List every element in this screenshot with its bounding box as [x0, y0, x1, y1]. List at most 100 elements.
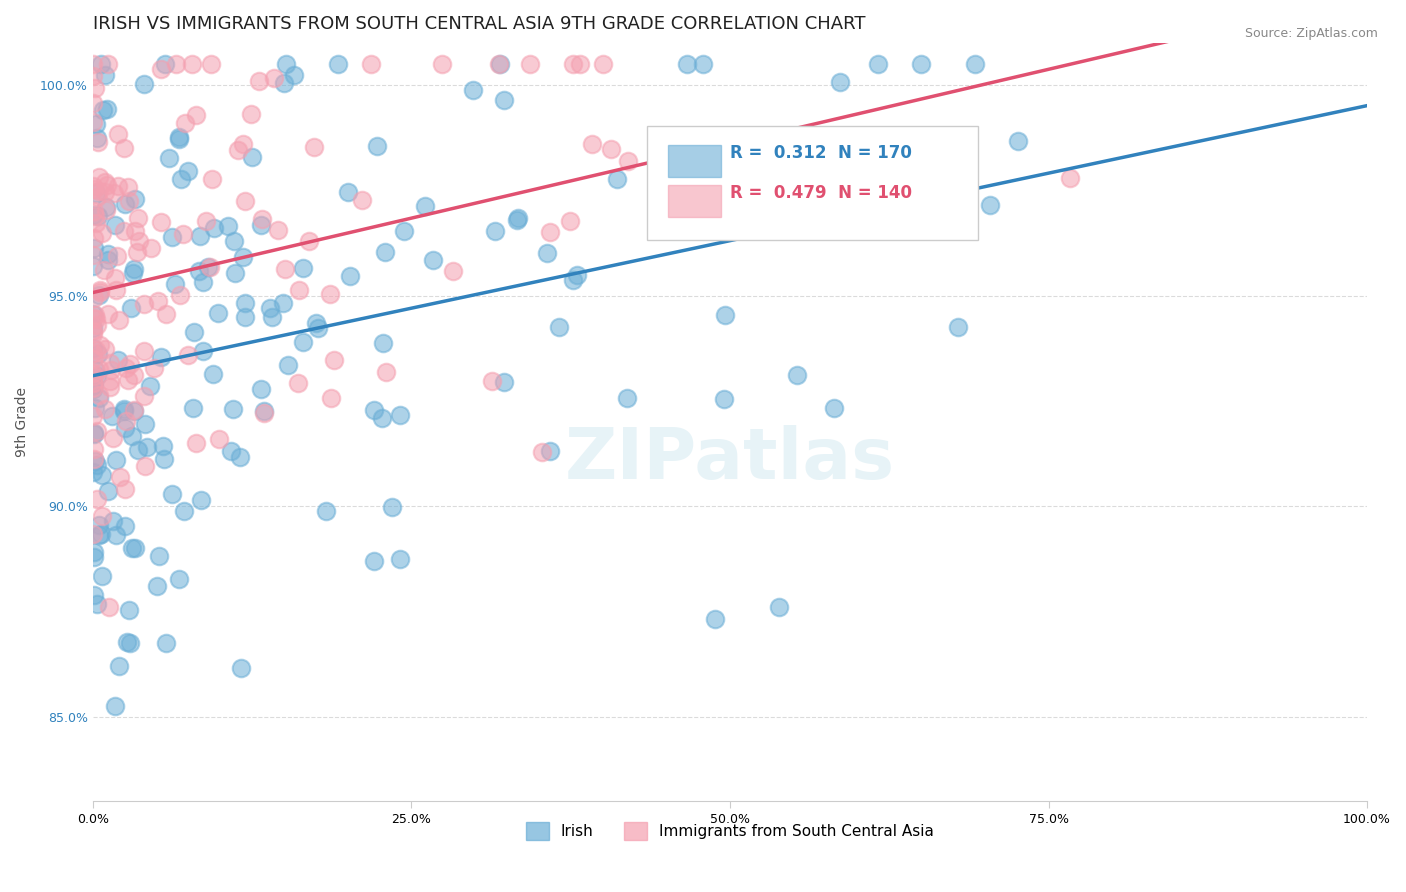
Irish — [87, 347, 110, 361]
Immigrants from South Central Asia — [86, 190, 108, 204]
Irish — [139, 379, 162, 393]
Irish — [536, 246, 558, 260]
Immigrants from South Central Asia — [288, 283, 311, 297]
Immigrants from South Central Asia — [184, 435, 207, 450]
Irish — [692, 57, 714, 71]
Immigrants from South Central Asia — [124, 368, 146, 382]
Irish — [132, 77, 155, 91]
Y-axis label: 9th Grade: 9th Grade — [15, 387, 30, 457]
Irish — [146, 579, 169, 593]
Irish — [277, 358, 299, 372]
FancyBboxPatch shape — [668, 145, 721, 177]
Immigrants from South Central Asia — [84, 209, 107, 223]
Irish — [87, 527, 110, 541]
Immigrants from South Central Asia — [96, 178, 118, 193]
Irish — [219, 444, 242, 458]
Irish — [114, 197, 136, 211]
Irish — [337, 185, 360, 199]
Immigrants from South Central Asia — [108, 313, 131, 327]
Irish — [253, 403, 276, 417]
Irish — [90, 526, 112, 541]
Irish — [461, 83, 484, 97]
Irish — [191, 343, 214, 358]
Irish — [339, 268, 361, 283]
Immigrants from South Central Asia — [84, 216, 107, 230]
Immigrants from South Central Asia — [82, 526, 104, 541]
Irish — [250, 382, 273, 396]
Immigrants from South Central Asia — [82, 247, 104, 261]
Immigrants from South Central Asia — [208, 432, 231, 446]
Immigrants from South Central Asia — [150, 214, 173, 228]
Immigrants from South Central Asia — [82, 366, 104, 380]
Immigrants from South Central Asia — [83, 81, 105, 95]
Irish — [173, 504, 195, 518]
Irish — [371, 411, 394, 425]
Irish — [714, 309, 737, 323]
Immigrants from South Central Asia — [103, 431, 125, 445]
Immigrants from South Central Asia — [82, 352, 104, 367]
Immigrants from South Central Asia — [430, 57, 453, 71]
Irish — [307, 321, 329, 335]
Irish — [371, 336, 394, 351]
Immigrants from South Central Asia — [83, 181, 105, 195]
Immigrants from South Central Asia — [91, 508, 114, 523]
Immigrants from South Central Asia — [195, 214, 218, 228]
Immigrants from South Central Asia — [134, 458, 156, 473]
Immigrants from South Central Asia — [112, 141, 135, 155]
Irish — [224, 267, 246, 281]
Irish — [910, 57, 932, 71]
Irish — [89, 288, 111, 302]
Immigrants from South Central Asia — [267, 223, 290, 237]
Immigrants from South Central Asia — [685, 212, 707, 227]
Immigrants from South Central Asia — [98, 356, 121, 370]
Immigrants from South Central Asia — [200, 57, 222, 71]
Irish — [197, 260, 219, 274]
Immigrants from South Central Asia — [581, 137, 603, 152]
Irish — [167, 132, 190, 146]
Irish — [363, 554, 385, 568]
Irish — [82, 307, 104, 321]
Immigrants from South Central Asia — [561, 57, 583, 71]
Immigrants from South Central Asia — [86, 492, 108, 507]
Irish — [222, 402, 245, 417]
Irish — [363, 403, 385, 417]
Immigrants from South Central Asia — [560, 214, 582, 228]
Irish — [104, 219, 127, 233]
Irish — [250, 218, 273, 232]
Irish — [82, 382, 104, 396]
Irish — [84, 453, 107, 467]
Immigrants from South Central Asia — [114, 361, 136, 376]
Immigrants from South Central Asia — [155, 307, 177, 321]
Irish — [222, 234, 245, 248]
Immigrants from South Central Asia — [165, 57, 187, 71]
Immigrants from South Central Asia — [263, 70, 285, 85]
Irish — [413, 198, 436, 212]
FancyBboxPatch shape — [647, 127, 979, 240]
Immigrants from South Central Asia — [82, 326, 104, 341]
Immigrants from South Central Asia — [94, 175, 117, 189]
Immigrants from South Central Asia — [82, 409, 104, 424]
Irish — [87, 209, 110, 223]
Irish — [304, 316, 326, 330]
Irish — [606, 172, 628, 186]
Immigrants from South Central Asia — [89, 184, 111, 198]
Irish — [82, 320, 104, 334]
Irish — [948, 320, 970, 334]
Immigrants from South Central Asia — [174, 116, 197, 130]
Irish — [105, 527, 128, 541]
Irish — [232, 250, 254, 264]
Irish — [394, 224, 416, 238]
Irish — [271, 295, 294, 310]
Irish — [83, 378, 105, 392]
Immigrants from South Central Asia — [107, 127, 129, 141]
Immigrants from South Central Asia — [82, 69, 104, 83]
Text: Source: ZipAtlas.com: Source: ZipAtlas.com — [1244, 27, 1378, 40]
Irish — [108, 659, 131, 673]
Immigrants from South Central Asia — [89, 338, 111, 352]
Irish — [150, 351, 173, 365]
Immigrants from South Central Asia — [87, 135, 110, 149]
Immigrants from South Central Asia — [319, 286, 342, 301]
Irish — [83, 545, 105, 559]
Immigrants from South Central Asia — [86, 318, 108, 332]
Irish — [366, 138, 388, 153]
